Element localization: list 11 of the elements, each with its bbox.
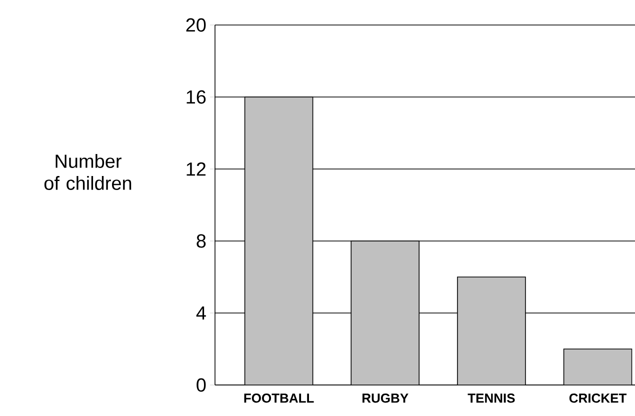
x-tick-label: TENNIS [468, 394, 515, 403]
y-tick-label: 12 [186, 162, 206, 176]
y-tick-label: 0 [196, 378, 206, 392]
y-tick-label: 8 [196, 234, 206, 248]
y-axis-title: Number of children [44, 154, 132, 190]
y-tick-label: 4 [196, 306, 206, 320]
x-tick-label: FOOTBALL [244, 394, 314, 403]
y-tick-label: 20 [186, 18, 206, 32]
x-tick-label: CRICKET [569, 394, 627, 403]
y-tick-label: 16 [186, 90, 206, 104]
x-tick-label: RUGBY [362, 394, 408, 403]
